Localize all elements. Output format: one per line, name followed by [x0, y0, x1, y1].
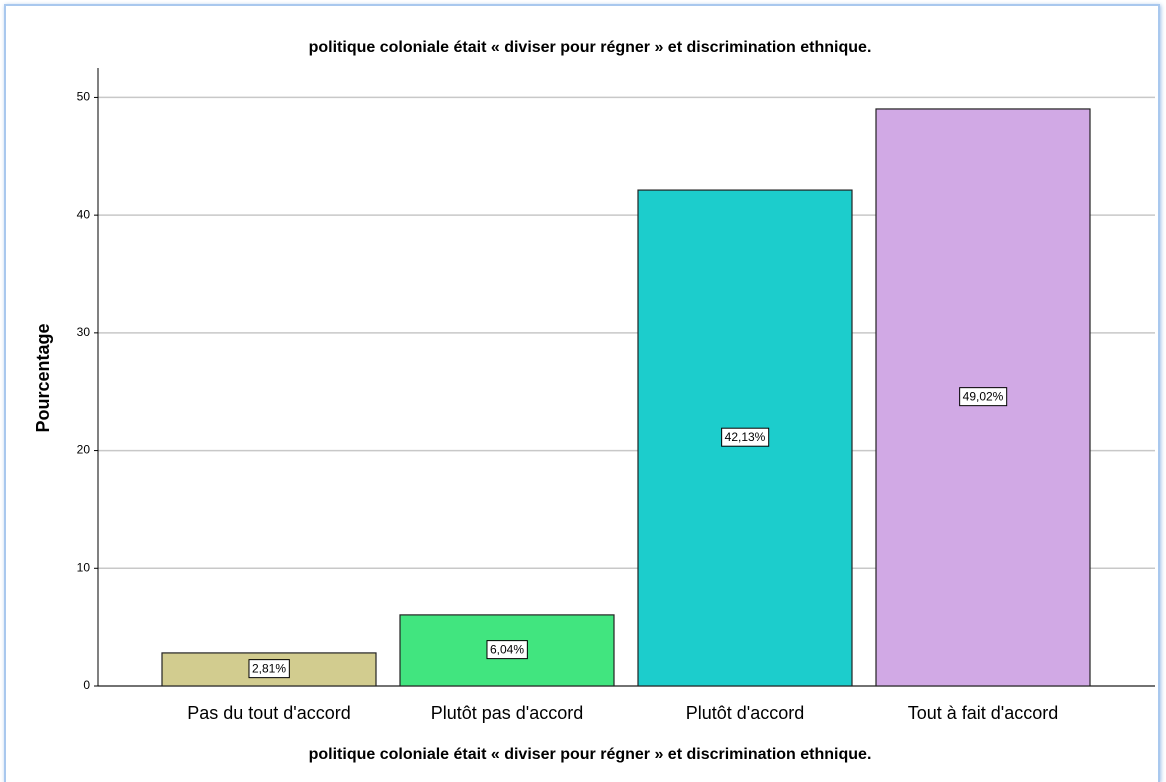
y-tick-label: 50: [77, 90, 91, 104]
value-label: 49,02%: [963, 390, 1004, 404]
y-tick-label: 10: [77, 560, 91, 574]
y-tick-label: 30: [77, 325, 91, 339]
value-label-box: [959, 387, 1008, 407]
x-tick-label: Pas du tout d'accord: [187, 703, 351, 723]
value-label-box: [486, 640, 528, 660]
y-tick-label: 0: [83, 678, 90, 692]
value-label: 2,81%: [252, 662, 286, 676]
value-label-box: [721, 427, 770, 447]
value-label: 42,13%: [725, 430, 766, 444]
chart-title: politique coloniale était « diviser pour…: [309, 39, 872, 56]
value-label: 6,04%: [490, 643, 524, 657]
y-tick-label: 40: [77, 207, 91, 221]
y-axis-title: Pourcentage: [33, 323, 53, 432]
y-tick-label: 20: [77, 443, 91, 457]
value-label-box: [248, 659, 290, 679]
x-tick-label: Plutôt d'accord: [686, 703, 805, 723]
x-tick-label: Tout à fait d'accord: [908, 703, 1059, 723]
x-tick-label: Plutôt pas d'accord: [431, 703, 584, 723]
x-axis-title: politique coloniale était « diviser pour…: [309, 746, 872, 763]
window-frame: [4, 4, 1160, 782]
